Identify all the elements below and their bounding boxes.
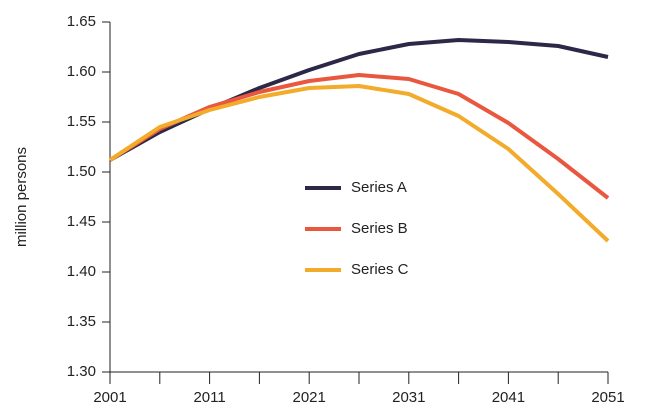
y-tick-label: 1.30 (67, 363, 96, 380)
y-axis-label: million persons (13, 147, 30, 247)
y-tick-label: 1.35 (67, 313, 96, 330)
x-tick-label: 2041 (492, 389, 525, 406)
y-tick-label: 1.50 (67, 163, 96, 180)
x-tick-label: 2031 (392, 389, 425, 406)
legend-label: Series A (351, 179, 407, 196)
y-tick-label: 1.40 (67, 263, 96, 280)
y-tick-label: 1.65 (67, 13, 96, 30)
y-tick-label: 1.60 (67, 63, 96, 80)
legend-label: Series C (351, 261, 409, 278)
x-tick-label: 2021 (293, 389, 326, 406)
y-tick-label: 1.45 (67, 213, 96, 230)
line-series (108, 84, 610, 243)
x-tick-label: 2001 (93, 389, 126, 406)
x-tick-label: 2011 (193, 389, 225, 406)
legend-label: Series B (351, 220, 408, 237)
y-tick-label: 1.55 (67, 113, 96, 130)
x-tick-label: 2051 (591, 389, 624, 406)
